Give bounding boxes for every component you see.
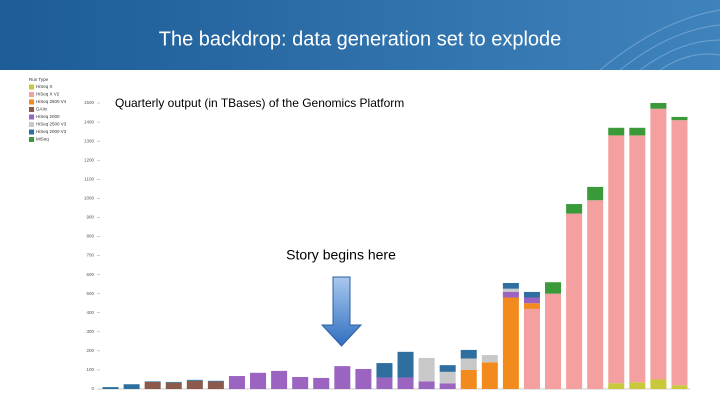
bar-segment bbox=[397, 377, 414, 389]
legend-swatch bbox=[29, 99, 34, 105]
y-tick-label: 1300 bbox=[84, 138, 95, 143]
bar-segment bbox=[460, 349, 477, 359]
legend-title: Run Type bbox=[29, 77, 49, 82]
bar-segment bbox=[523, 291, 540, 298]
bar-segment bbox=[608, 127, 625, 136]
bar-segment bbox=[439, 383, 456, 389]
bar-segment bbox=[460, 369, 477, 389]
bar-segment bbox=[629, 135, 646, 383]
bar-segment bbox=[629, 127, 646, 136]
legend-swatch bbox=[29, 137, 34, 142]
bar-segment bbox=[523, 297, 540, 304]
bar-segment bbox=[334, 366, 351, 389]
annotation: Story begins here bbox=[286, 247, 396, 263]
bar-segment bbox=[481, 362, 498, 389]
legend-label: HiSeq 2000 V3 bbox=[36, 129, 67, 134]
header-band bbox=[0, 0, 720, 70]
bar-segment bbox=[418, 381, 435, 389]
y-tick-label: 200 bbox=[86, 348, 94, 353]
y-tick-label: 0 bbox=[91, 386, 94, 391]
legend-label: HiSeq X V2 bbox=[36, 92, 60, 97]
bar-segment bbox=[165, 382, 182, 389]
bar-segment bbox=[545, 282, 562, 294]
bar-segment bbox=[671, 385, 688, 389]
y-tick-label: 500 bbox=[86, 291, 94, 296]
bar-segment bbox=[608, 135, 625, 384]
legend-swatch bbox=[29, 84, 34, 90]
slide-title: The backdrop: data generation set to exp… bbox=[159, 28, 562, 50]
y-tick-label: 1400 bbox=[84, 119, 95, 124]
bar-segment bbox=[566, 204, 583, 214]
plot-area: 0 100 200 300 400 500 600 700 800 900 1000 1100 1200… bbox=[84, 100, 690, 391]
legend-swatch bbox=[29, 122, 34, 127]
bar-segment bbox=[439, 365, 456, 372]
bar-segment bbox=[608, 383, 625, 389]
bar-segment bbox=[418, 357, 435, 382]
bar-segment bbox=[650, 103, 667, 109]
legend-swatch bbox=[29, 129, 34, 135]
bar-segment bbox=[165, 381, 182, 383]
y-tick-label: 900 bbox=[86, 215, 94, 220]
bar-segment bbox=[502, 282, 519, 289]
header-decoration bbox=[599, 9, 720, 71]
legend-swatch bbox=[29, 114, 34, 120]
bar-segment bbox=[587, 200, 604, 389]
y-tick-label: 300 bbox=[86, 329, 94, 334]
bar-segment bbox=[523, 308, 540, 389]
legend-label: GAIIx bbox=[36, 107, 48, 112]
bar-segment bbox=[144, 381, 161, 389]
legend-swatch bbox=[29, 107, 34, 112]
bar-segment bbox=[207, 380, 224, 382]
legend-label: HiSeq X bbox=[36, 84, 53, 89]
bar-segment bbox=[271, 370, 288, 389]
arrow bbox=[320, 276, 363, 347]
legend-swatch bbox=[29, 92, 34, 97]
bar-segment bbox=[144, 381, 161, 382]
bar-segment bbox=[376, 377, 393, 389]
bar-segment bbox=[186, 380, 203, 389]
legend-label: HiSeq 2500 V4 bbox=[36, 99, 67, 104]
y-tick-label: 1200 bbox=[84, 157, 95, 162]
y-tick-label: 700 bbox=[86, 253, 94, 258]
legend-label: HiSeq 2000 bbox=[36, 114, 60, 119]
y-tick-label: 400 bbox=[86, 310, 94, 315]
bar-segment bbox=[186, 379, 203, 381]
bar-segment bbox=[566, 213, 583, 389]
bar-segment bbox=[207, 381, 224, 389]
bar-segment bbox=[355, 368, 372, 389]
bar-segment bbox=[439, 371, 456, 384]
bar-segment bbox=[460, 358, 477, 370]
bar-segment bbox=[650, 108, 667, 380]
y-tick-label: 600 bbox=[86, 272, 94, 277]
legend-label: HiSeq 2500 V3 bbox=[36, 122, 67, 127]
bar-segment bbox=[292, 376, 309, 389]
bar-segment bbox=[123, 384, 140, 389]
bar-segment bbox=[629, 382, 646, 389]
y-tick-label: 100 bbox=[86, 367, 94, 372]
y-tick-label: 800 bbox=[86, 234, 94, 239]
bar-segment bbox=[481, 355, 498, 363]
bar-segment bbox=[502, 288, 519, 292]
bar-segment bbox=[502, 291, 519, 298]
bar-segment bbox=[650, 379, 667, 389]
bar-segment bbox=[102, 387, 119, 389]
bar-segment bbox=[228, 376, 245, 389]
y-tick-label: 1000 bbox=[84, 196, 95, 201]
bar-segment bbox=[523, 303, 540, 309]
bar-segment bbox=[376, 363, 393, 378]
bar-segment bbox=[313, 377, 330, 389]
chart-title: Quarterly output (in TBases) of the Geno… bbox=[115, 96, 404, 110]
bar-segment bbox=[671, 116, 688, 121]
bar-segment bbox=[502, 297, 519, 389]
bar-segment bbox=[545, 293, 562, 389]
legend-label: MiSeq bbox=[36, 137, 49, 142]
legend: Run Type HiSeq X HiSeq X V2 HiSeq 2500 V4 GA… bbox=[29, 77, 67, 142]
bar-segment bbox=[397, 351, 414, 378]
bar-segment bbox=[671, 120, 688, 386]
y-tick-label: 1500 bbox=[84, 100, 95, 105]
bar-segment bbox=[587, 186, 604, 201]
y-tick-label: 1100 bbox=[84, 176, 94, 181]
bar-segment bbox=[250, 372, 267, 389]
